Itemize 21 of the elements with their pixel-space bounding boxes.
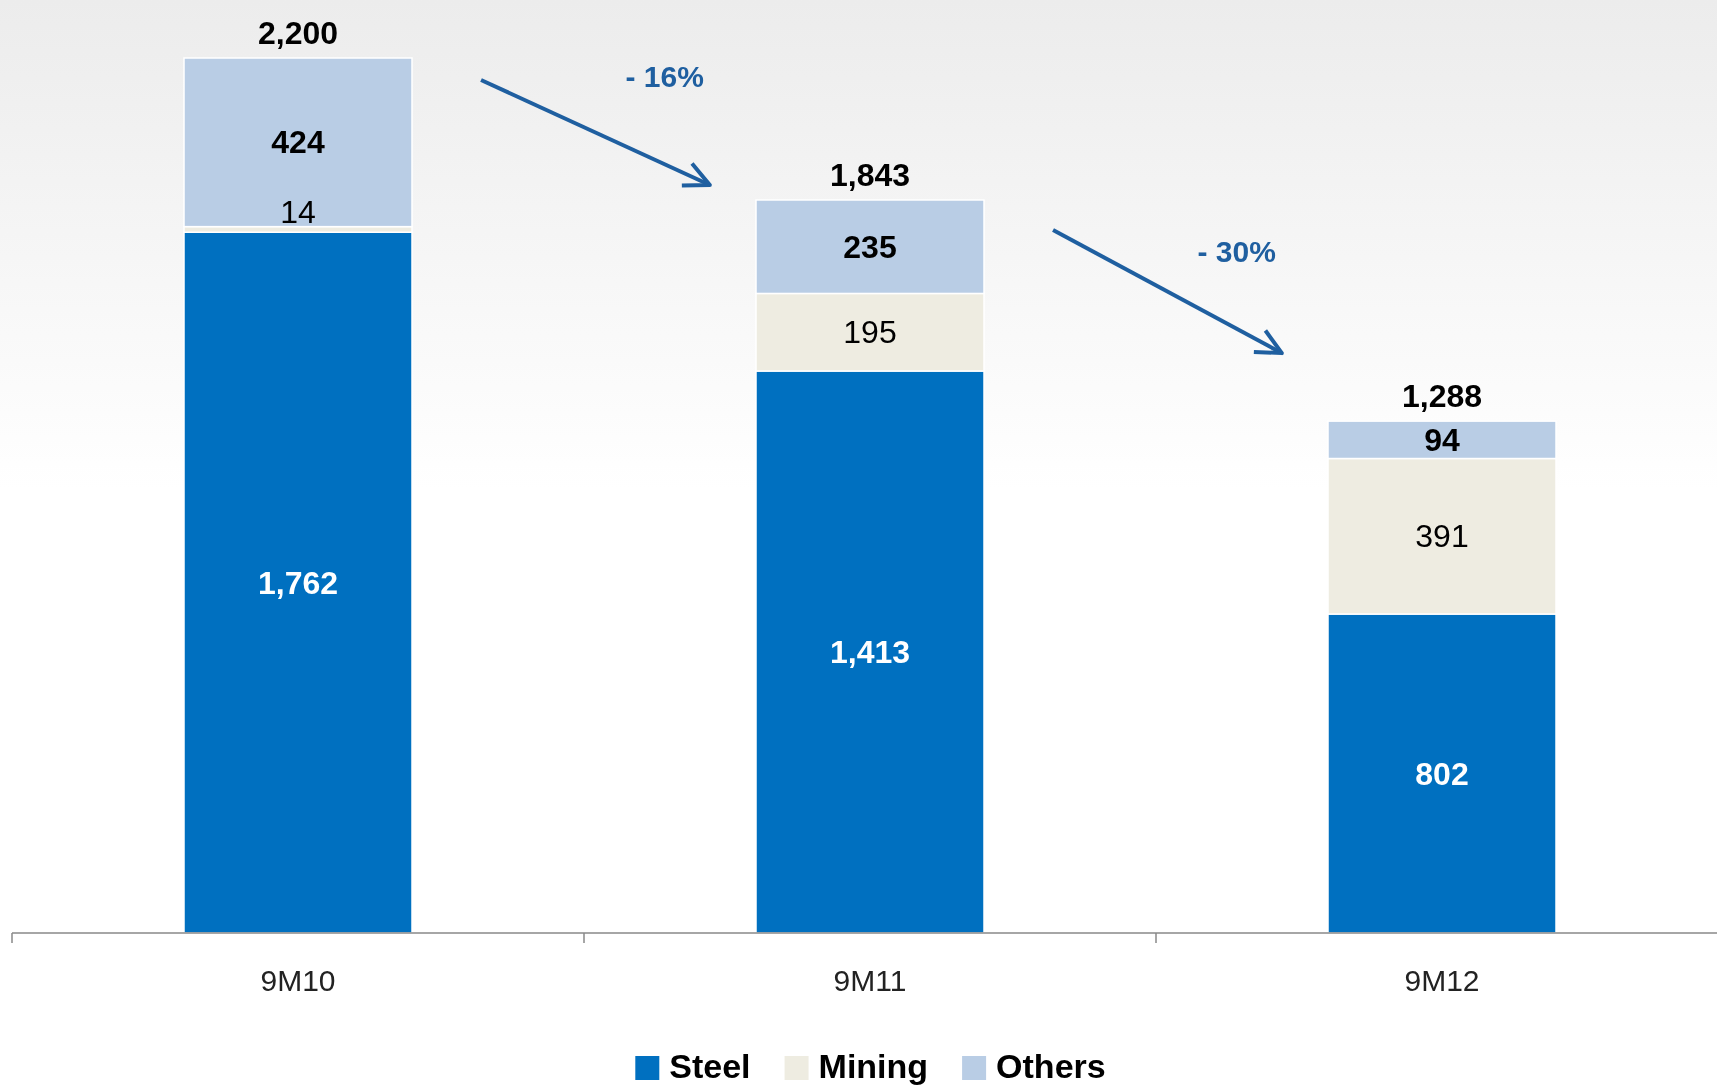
total-label: 1,288 bbox=[1401, 378, 1483, 415]
legend-label: Mining bbox=[818, 1047, 929, 1085]
data-label: 235 bbox=[843, 228, 897, 265]
data-label: 1,413 bbox=[829, 634, 911, 671]
total-label: 1,843 bbox=[829, 156, 911, 193]
data-label: 424 bbox=[271, 124, 325, 161]
annotation: - 30% bbox=[1197, 234, 1276, 268]
total-label: 2,200 bbox=[257, 15, 339, 51]
data-label: 802 bbox=[1415, 755, 1469, 792]
annotation: - 16% bbox=[625, 60, 704, 94]
data-label: 391 bbox=[1415, 518, 1469, 555]
data-label: 195 bbox=[843, 314, 897, 351]
data-label: 14 bbox=[280, 193, 316, 230]
x-tick-label: 9M12 bbox=[1404, 964, 1480, 997]
legend-label: Steel bbox=[669, 1047, 751, 1085]
x-tick-label: 9M11 bbox=[833, 964, 907, 997]
data-label: 94 bbox=[1424, 421, 1460, 458]
legend-label: Others bbox=[996, 1047, 1106, 1085]
x-tick-label: 9M10 bbox=[260, 964, 336, 997]
bar bbox=[183, 231, 413, 934]
data-label: 1,762 bbox=[257, 564, 339, 601]
